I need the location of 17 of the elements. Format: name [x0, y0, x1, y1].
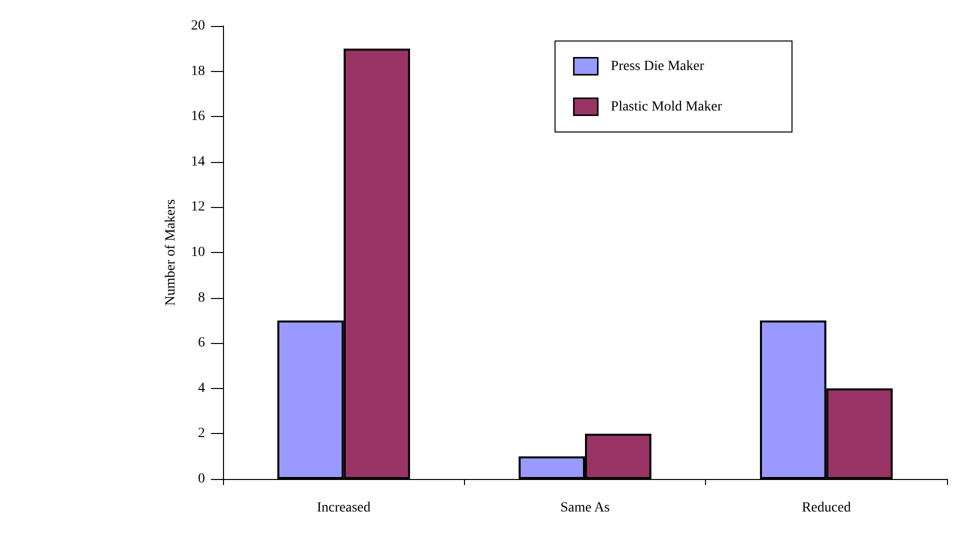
x-tick-label: Reduced [802, 500, 851, 516]
y-axis-title: Number of Makers [164, 199, 178, 306]
y-tick-label: 0 [198, 472, 205, 486]
y-tick-label: 8 [198, 290, 205, 306]
legend-label: Press Die Maker [610, 58, 704, 74]
y-tick-label: 4 [198, 380, 205, 396]
y-tick-label: 16 [191, 109, 205, 124]
y-tick-label: 18 [191, 64, 205, 79]
y-tick-label: 20 [191, 18, 205, 34]
y-tick-label: 12 [191, 200, 205, 215]
legend-label: Plastic Mold Maker [610, 99, 722, 114]
y-tick-label: 14 [191, 154, 205, 170]
x-tick-label: Same As [560, 500, 610, 516]
x-tick-label: Increased [316, 500, 370, 516]
y-tick-label: 10 [191, 245, 205, 260]
y-tick-label: 6 [198, 336, 205, 351]
y-tick-label: 2 [198, 426, 205, 442]
